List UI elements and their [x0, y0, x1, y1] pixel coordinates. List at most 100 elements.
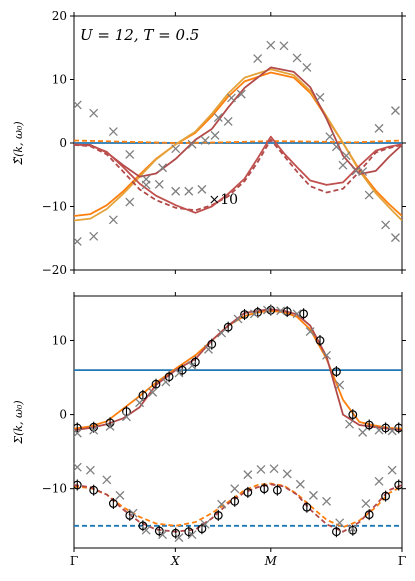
data-point-circle	[332, 367, 341, 377]
x-marker-stroke	[322, 496, 332, 506]
x-marker-stroke	[200, 136, 210, 145]
x-marker	[89, 108, 99, 118]
x-marker	[89, 231, 99, 241]
data-point-circle	[230, 496, 240, 506]
error-point	[364, 419, 374, 431]
x-marker	[187, 530, 197, 540]
x-marker-stroke	[390, 106, 400, 116]
x-marker	[315, 92, 325, 102]
x-marker	[174, 533, 184, 543]
x-marker-stroke	[276, 306, 286, 316]
x-marker-stroke	[233, 314, 243, 324]
y-tick-label: −10	[42, 200, 67, 214]
x-marker-stroke	[141, 525, 151, 535]
plot-frame	[73, 295, 403, 549]
x-marker	[217, 499, 227, 509]
series-line-4	[74, 308, 402, 432]
x-marker	[390, 106, 400, 116]
data-point-circle	[138, 521, 148, 531]
data-point-circle	[282, 307, 292, 316]
error-point	[240, 309, 249, 321]
data-point-circle	[381, 491, 391, 501]
error-point	[302, 501, 312, 513]
x-marker-stroke	[74, 100, 82, 110]
x-marker-stroke	[243, 470, 253, 480]
x-marker	[171, 186, 181, 196]
series-line-7	[74, 135, 402, 214]
y-tick-label: 0	[59, 408, 67, 422]
x-marker-stroke	[74, 236, 82, 246]
x-marker	[361, 499, 371, 508]
x-marker	[128, 508, 138, 518]
x-marker	[302, 62, 312, 72]
x-marker-stroke	[295, 479, 305, 489]
error-point	[259, 483, 269, 495]
x-marker-stroke	[223, 116, 233, 126]
error-point	[125, 509, 135, 521]
error-point	[213, 509, 223, 521]
x-marker	[305, 327, 315, 337]
error-point	[223, 321, 233, 333]
x-marker	[331, 142, 341, 152]
error-point	[348, 409, 358, 421]
y-tick-label: −10	[42, 482, 67, 496]
y-tick-label: 10	[52, 333, 67, 347]
x-marker	[89, 425, 99, 435]
x-marker	[374, 476, 384, 486]
x-marker	[351, 166, 361, 176]
x-marker-stroke	[85, 465, 95, 475]
x-marker	[122, 412, 131, 422]
error-point	[74, 422, 82, 434]
x-marker	[217, 328, 227, 338]
x-marker	[236, 89, 246, 99]
data-point-circle	[108, 499, 118, 508]
error-point	[381, 490, 391, 502]
x-marker	[256, 464, 266, 474]
y-axis-label: Σ̃(k, ω₀)	[12, 121, 25, 165]
x-marker-stroke	[341, 151, 351, 161]
x-marker-stroke	[174, 533, 184, 543]
x-marker-stroke	[125, 197, 135, 207]
x-marker	[282, 469, 292, 479]
x-marker-stroke	[263, 305, 272, 315]
x-marker	[223, 116, 233, 126]
error-point	[151, 378, 161, 390]
x-marker-stroke	[308, 490, 318, 500]
x-marker	[141, 525, 151, 535]
x-marker	[213, 113, 223, 123]
x-marker	[74, 100, 82, 110]
data-point-circle	[259, 484, 269, 494]
x-marker-stroke	[161, 377, 171, 387]
x-marker-stroke	[174, 368, 184, 378]
data-point-circle	[223, 322, 233, 332]
x-marker	[266, 40, 276, 50]
plot-area	[74, 304, 402, 543]
x-marker-stroke	[128, 508, 138, 518]
x-marker	[269, 464, 279, 474]
error-point	[315, 334, 325, 346]
error-point	[89, 484, 99, 496]
error-point	[138, 520, 148, 532]
x-marker	[187, 361, 197, 371]
x-marker	[230, 484, 240, 494]
x-marker	[341, 151, 351, 161]
x-marker	[387, 465, 397, 475]
x-marker-stroke	[108, 127, 118, 137]
x-marker	[243, 470, 253, 480]
data-point-circle	[302, 502, 312, 512]
x-marker-stroke	[135, 398, 145, 408]
data-point-circle	[125, 510, 135, 520]
x-marker	[204, 344, 213, 354]
x-marker-stroke	[217, 499, 227, 509]
x-marker-stroke	[213, 113, 223, 123]
x-marker	[200, 136, 210, 145]
x-tick-label: Γ	[70, 554, 78, 568]
x-marker	[338, 160, 348, 170]
error-point	[348, 524, 358, 536]
error-point	[74, 479, 82, 491]
x-marker	[364, 190, 374, 200]
error-point	[171, 527, 181, 539]
error-point	[207, 338, 217, 350]
panel-1: −20 −10 0 10 20 Σ̃(k, ω₀) U = 12, T = 0.5 ×10	[12, 9, 406, 277]
